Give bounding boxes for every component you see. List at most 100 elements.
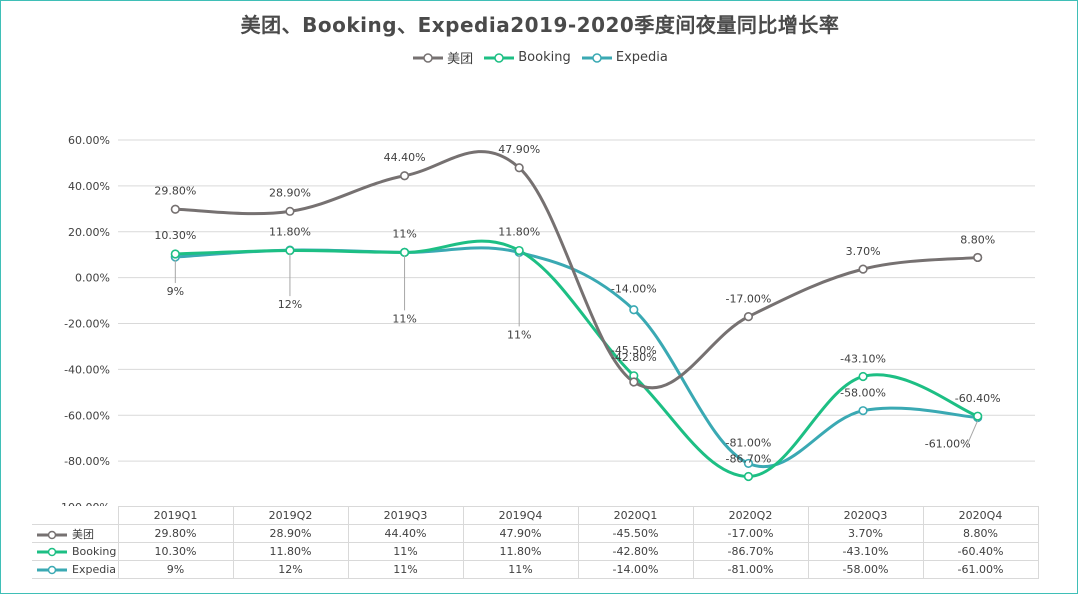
table-cell: -17.00%	[692, 524, 809, 543]
data-point-expedia	[743, 458, 754, 469]
table-row-expedia: Expedia 9% 12% 11% 11% -14.00% -81.00% -…	[32, 560, 1039, 579]
table-cell: -86.70%	[692, 542, 809, 561]
row-key-booking-icon	[37, 547, 67, 557]
table-cell: -42.80%	[577, 542, 694, 561]
data-label-meituan: 44.40%	[384, 151, 426, 164]
y-tick-label: 60.00%	[68, 134, 110, 147]
data-label-leader	[967, 420, 979, 444]
data-point-booking	[514, 245, 524, 256]
table-header-cell: 2019Q2	[232, 506, 349, 525]
data-label-expedia: 12%	[278, 298, 302, 311]
data-label-booking: -43.10%	[840, 352, 886, 365]
table-row-booking: Booking 10.30% 11.80% 11% 11.80% -42.80%…	[32, 542, 1039, 561]
table-cell: 11.80%	[462, 542, 579, 561]
data-point-booking	[399, 247, 410, 257]
table-header-cell: 2019Q3	[347, 506, 464, 525]
data-point-meituan	[514, 163, 524, 173]
table-row-head: Booking	[32, 542, 119, 561]
chart-title: 美团、Booking、Expedia2019-2020季度间夜量同比增长率	[240, 13, 840, 37]
table-header-row: 2019Q1 2019Q2 2019Q3 2019Q4 2020Q1 2020Q…	[32, 506, 1039, 525]
table-row-meituan: 美团 29.80% 28.90% 44.40% 47.90% -45.50% -…	[32, 524, 1039, 543]
data-label-expedia: -14.00%	[611, 283, 657, 296]
y-tick-label: 20.00%	[68, 226, 110, 239]
table-cell: 11%	[462, 560, 579, 579]
y-tick-label: -80.00%	[64, 455, 110, 468]
legend: 美团 Booking Expedia	[0, 48, 1080, 69]
data-label-expedia: -81.00%	[725, 436, 771, 449]
table-cell: 47.90%	[462, 524, 579, 543]
legend-swatch-expedia-icon	[581, 52, 612, 63]
table-row-head: Expedia	[32, 560, 119, 579]
y-tick-label: -20.00%	[64, 318, 110, 331]
table-cell: 44.40%	[347, 524, 464, 543]
row-label-expedia: Expedia	[72, 563, 116, 576]
data-point-meituan	[285, 206, 295, 216]
data-point-meituan	[399, 171, 410, 181]
legend-item-expedia: Expedia	[581, 50, 668, 65]
data-label-meituan: -17.00%	[725, 293, 771, 306]
data-label-booking: -86.70%	[725, 452, 771, 465]
table-header-cell: 2020Q2	[692, 506, 809, 525]
row-label-meituan: 美团	[72, 527, 94, 541]
table-cell: 11%	[347, 560, 464, 579]
data-label-meituan: 8.80%	[960, 233, 995, 246]
data-point-expedia	[629, 305, 639, 315]
data-label-expedia: 9%	[167, 285, 184, 298]
data-point-booking	[858, 371, 868, 382]
table-cell: 11%	[347, 542, 464, 561]
data-label-meituan: 3.70%	[846, 245, 881, 258]
data-label-meituan: 29.80%	[154, 184, 196, 197]
table-cell: 29.80%	[117, 524, 234, 543]
data-label-meituan: -45.50%	[611, 344, 657, 357]
row-key-expedia-icon	[37, 565, 67, 575]
data-point-meituan	[858, 264, 868, 274]
plot-area: 60.00% 40.00% 20.00% 0.00% -20.00% -40.00% -60…	[57, 134, 1035, 506]
data-label-booking: 10.30%	[154, 229, 196, 242]
data-point-meituan	[629, 377, 639, 387]
legend-item-booking: Booking	[483, 50, 571, 65]
table-cell: 12%	[232, 560, 349, 579]
data-label-booking: 11.80%	[498, 226, 540, 239]
table-header-cell: 2020Q3	[807, 506, 924, 525]
data-point-meituan	[170, 204, 180, 214]
y-tick-label: -40.00%	[64, 363, 110, 376]
legend-label-expedia: Expedia	[615, 50, 668, 65]
data-label-expedia: -58.00%	[840, 387, 886, 400]
legend-item-meituan: 美团	[412, 48, 473, 67]
legend-label-booking: Booking	[518, 50, 571, 65]
legend-swatch-meituan-icon	[413, 52, 444, 63]
data-label-booking: -42.80%	[611, 351, 657, 364]
table-corner	[32, 506, 119, 525]
legend-label-meituan: 美团	[447, 52, 474, 67]
table-cell: -45.50%	[577, 524, 694, 543]
data-label-expedia: -61.00%	[925, 438, 971, 451]
table-cell: 11.80%	[232, 542, 349, 561]
data-point-meituan	[973, 252, 983, 263]
table-header-cell: 2019Q1	[117, 506, 234, 525]
y-tick-label: 40.00%	[68, 180, 110, 193]
table-cell: 28.90%	[232, 524, 349, 543]
table-cell: 9%	[117, 560, 234, 579]
series-line-meituan	[173, 150, 980, 390]
data-label-expedia: 11%	[392, 312, 416, 325]
table-cell: 10.30%	[117, 542, 234, 561]
data-label-booking: 11.80%	[269, 226, 311, 239]
table-cell: 3.70%	[807, 524, 924, 543]
data-label-meituan: 28.90%	[269, 186, 311, 199]
table-cell: -43.10%	[807, 542, 924, 561]
data-label-booking: 11%	[392, 227, 416, 240]
table-cell: -60.40%	[922, 542, 1039, 561]
series-line-booking	[173, 239, 980, 478]
table-row-head: 美团	[32, 524, 119, 543]
table-header-cell: 2020Q4	[922, 506, 1039, 525]
data-label-booking: -60.40%	[955, 392, 1001, 405]
row-label-booking: Booking	[72, 545, 117, 558]
table-header-cell: 2020Q1	[577, 506, 694, 525]
data-point-meituan	[743, 312, 754, 322]
table-cell: -81.00%	[692, 560, 809, 579]
y-tick-label: -60.00%	[64, 409, 110, 422]
table-cell: -14.00%	[577, 560, 694, 579]
row-key-meituan-icon	[37, 530, 67, 539]
data-point-expedia	[858, 406, 868, 416]
data-point-booking	[973, 411, 983, 421]
